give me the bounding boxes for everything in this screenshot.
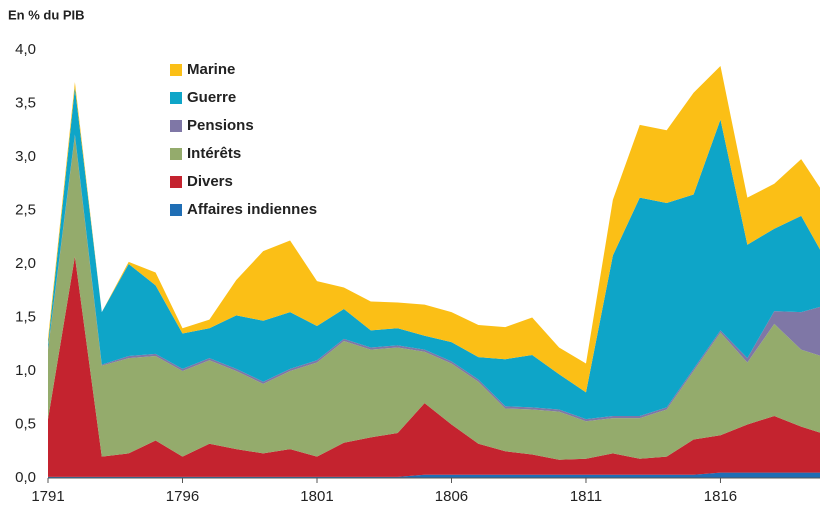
legend-swatch [170, 120, 182, 132]
legend-label: Affaires indiennes [187, 201, 317, 218]
legend-swatch [170, 64, 182, 76]
legend-label: Divers [187, 173, 233, 190]
y-tick-label: 3,0 [15, 148, 36, 165]
y-tick-label: 0,0 [15, 469, 36, 486]
y-tick-label: 2,5 [15, 201, 36, 218]
legend-label: Intérêts [187, 145, 241, 162]
x-tick-label: 1791 [31, 488, 64, 505]
x-tick-label: 1796 [166, 488, 199, 505]
area [48, 472, 820, 478]
y-tick-label: 4,0 [15, 41, 36, 58]
y-tick-label: 1,5 [15, 308, 36, 325]
y-tick-label: 3,5 [15, 94, 36, 111]
area [48, 87, 820, 420]
y-tick-label: 1,0 [15, 362, 36, 379]
legend-label: Marine [187, 61, 235, 78]
y-tick-label: 2,0 [15, 255, 36, 272]
subtitle: En % du PIB [8, 7, 85, 22]
legend-label: Pensions [187, 117, 254, 134]
x-tick-label: 1816 [704, 488, 737, 505]
x-tick-label: 1801 [300, 488, 333, 505]
y-tick-label: 0,5 [15, 415, 36, 432]
legend-swatch [170, 204, 182, 216]
area [48, 256, 820, 477]
area [48, 135, 820, 460]
legend-swatch [170, 176, 182, 188]
legend-swatch [170, 92, 182, 104]
x-tick-label: 1811 [570, 488, 602, 505]
legend-label: Guerre [187, 89, 236, 106]
x-tick-label: 1806 [435, 488, 468, 505]
area [48, 66, 820, 393]
legend-swatch [170, 148, 182, 160]
plot-area [48, 66, 820, 478]
